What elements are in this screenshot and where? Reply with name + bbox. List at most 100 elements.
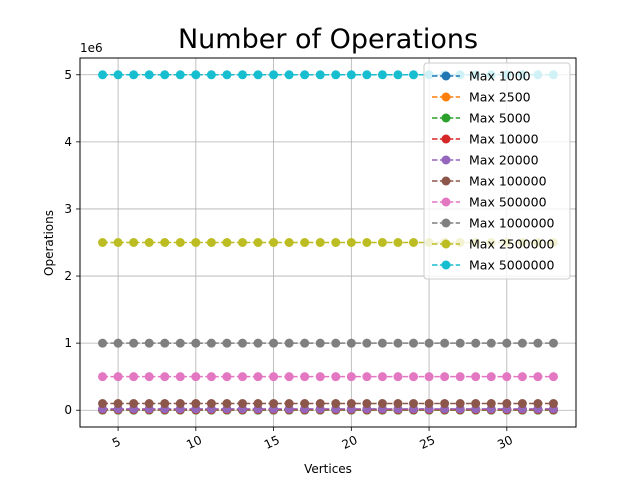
data-point — [269, 70, 279, 80]
legend-label: Max 2500 — [469, 90, 531, 105]
legend-item: Max 500000 — [432, 195, 547, 210]
data-point — [113, 238, 123, 247]
data-point — [129, 338, 139, 348]
x-tick-label: 15 — [262, 433, 282, 452]
data-point — [346, 399, 356, 409]
data-point — [222, 70, 232, 80]
data-point — [362, 399, 372, 409]
x-tick-label: 20 — [340, 433, 360, 452]
data-point — [253, 372, 263, 382]
data-point — [377, 338, 387, 348]
data-point — [300, 372, 310, 382]
data-point — [377, 372, 387, 382]
data-point — [315, 372, 325, 382]
data-point — [160, 238, 170, 247]
data-point — [424, 372, 434, 382]
data-point — [129, 70, 139, 80]
x-tick-label: 30 — [495, 433, 515, 452]
legend-item: Max 5000000 — [432, 258, 555, 273]
data-point — [315, 338, 325, 348]
legend-item: Max 2500000 — [432, 237, 555, 252]
legend-label: Max 100000 — [469, 174, 547, 189]
data-point — [502, 338, 512, 348]
data-point — [284, 70, 294, 80]
data-point — [284, 338, 294, 348]
legend-label: Max 500000 — [469, 195, 547, 210]
data-point — [175, 399, 185, 409]
data-point — [206, 70, 216, 80]
legend-marker — [441, 113, 451, 123]
data-point — [175, 70, 185, 80]
y-axis: 0 1 2 3 4 5 — [64, 68, 80, 417]
legend-item: Max 2500 — [432, 90, 531, 105]
data-point — [191, 238, 201, 247]
data-point — [471, 399, 481, 409]
data-point — [160, 338, 170, 348]
data-point — [393, 372, 403, 382]
data-point — [377, 399, 387, 409]
data-point — [98, 338, 108, 348]
legend-marker — [441, 239, 451, 249]
data-point — [502, 399, 512, 409]
data-point — [440, 372, 450, 382]
data-point — [471, 338, 481, 348]
data-point — [424, 338, 434, 348]
legend-item: Max 10000 — [432, 132, 539, 147]
data-point — [331, 70, 341, 80]
data-point — [191, 372, 201, 382]
legend-marker — [441, 155, 451, 165]
data-point — [253, 238, 263, 247]
legend-label: Max 5000000 — [469, 258, 555, 273]
data-point — [222, 338, 232, 348]
x-tick-label: 10 — [184, 433, 204, 452]
data-point — [253, 338, 263, 348]
data-point — [486, 338, 496, 348]
legend-marker — [441, 92, 451, 102]
data-point — [346, 338, 356, 348]
legend-marker — [441, 218, 451, 228]
legend-marker — [441, 134, 451, 144]
legend-marker — [441, 176, 451, 186]
data-point — [393, 338, 403, 348]
data-point — [237, 372, 247, 382]
x-axis-label: Vertices — [304, 462, 352, 476]
data-point — [362, 372, 372, 382]
data-point — [253, 399, 263, 409]
data-point — [269, 338, 279, 348]
legend: Max 1000 Max 2500 Max 5000 Max 10000 Max 200… — [423, 62, 571, 280]
data-point — [346, 70, 356, 80]
data-point — [191, 70, 201, 80]
data-point — [284, 399, 294, 409]
x-tick-label: 25 — [417, 433, 437, 452]
data-point — [98, 399, 108, 409]
legend-item: Max 100000 — [432, 174, 547, 189]
data-point — [160, 372, 170, 382]
data-point — [455, 399, 465, 409]
data-point — [284, 372, 294, 382]
data-point — [315, 238, 325, 247]
data-point — [517, 372, 527, 382]
data-point — [253, 70, 263, 80]
legend-marker — [441, 260, 451, 270]
legend-label: Max 2500000 — [469, 237, 555, 252]
data-point — [331, 372, 341, 382]
data-point — [144, 338, 154, 348]
data-point — [393, 399, 403, 409]
legend-label: Max 20000 — [469, 153, 539, 168]
data-point — [175, 238, 185, 247]
data-point — [486, 372, 496, 382]
data-point — [175, 338, 185, 348]
y-tick-label: 0 — [64, 403, 72, 417]
data-point — [206, 338, 216, 348]
data-point — [98, 70, 108, 80]
legend-item: Max 20000 — [432, 153, 539, 168]
y-tick-label: 5 — [64, 68, 72, 82]
data-point — [409, 338, 419, 348]
data-point — [222, 372, 232, 382]
data-point — [206, 399, 216, 409]
data-point — [346, 372, 356, 382]
data-point — [222, 399, 232, 409]
legend-label: Max 1000000 — [469, 216, 555, 231]
series-max-100000 — [98, 399, 558, 409]
